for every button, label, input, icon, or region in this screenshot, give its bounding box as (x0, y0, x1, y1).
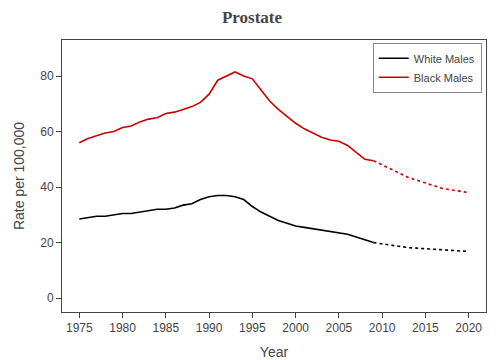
svg-text:20: 20 (40, 236, 54, 250)
svg-text:White Males: White Males (414, 53, 475, 65)
svg-text:1975: 1975 (66, 321, 93, 335)
svg-text:2010: 2010 (369, 321, 396, 335)
svg-text:40: 40 (40, 180, 54, 194)
svg-text:2015: 2015 (412, 321, 439, 335)
svg-text:1990: 1990 (196, 321, 223, 335)
svg-text:2005: 2005 (326, 321, 353, 335)
svg-text:80: 80 (40, 69, 54, 83)
svg-text:0: 0 (47, 291, 54, 305)
svg-text:Rate per 100,000: Rate per 100,000 (11, 122, 27, 230)
svg-text:1995: 1995 (239, 321, 266, 335)
svg-text:60: 60 (40, 125, 54, 139)
svg-text:Prostate: Prostate (222, 8, 283, 27)
svg-text:1980: 1980 (109, 321, 136, 335)
svg-text:2020: 2020 (455, 321, 482, 335)
svg-text:Year: Year (260, 344, 289, 360)
svg-text:Black Males: Black Males (414, 72, 474, 84)
svg-text:2000: 2000 (282, 321, 309, 335)
svg-text:1985: 1985 (152, 321, 179, 335)
